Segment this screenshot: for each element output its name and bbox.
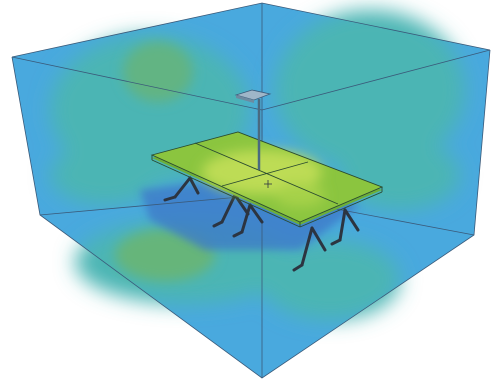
pendant-luminaire (234, 89, 272, 170)
room-edges (11, 2, 491, 379)
floor (40, 175, 474, 378)
conference-table (150, 131, 384, 228)
